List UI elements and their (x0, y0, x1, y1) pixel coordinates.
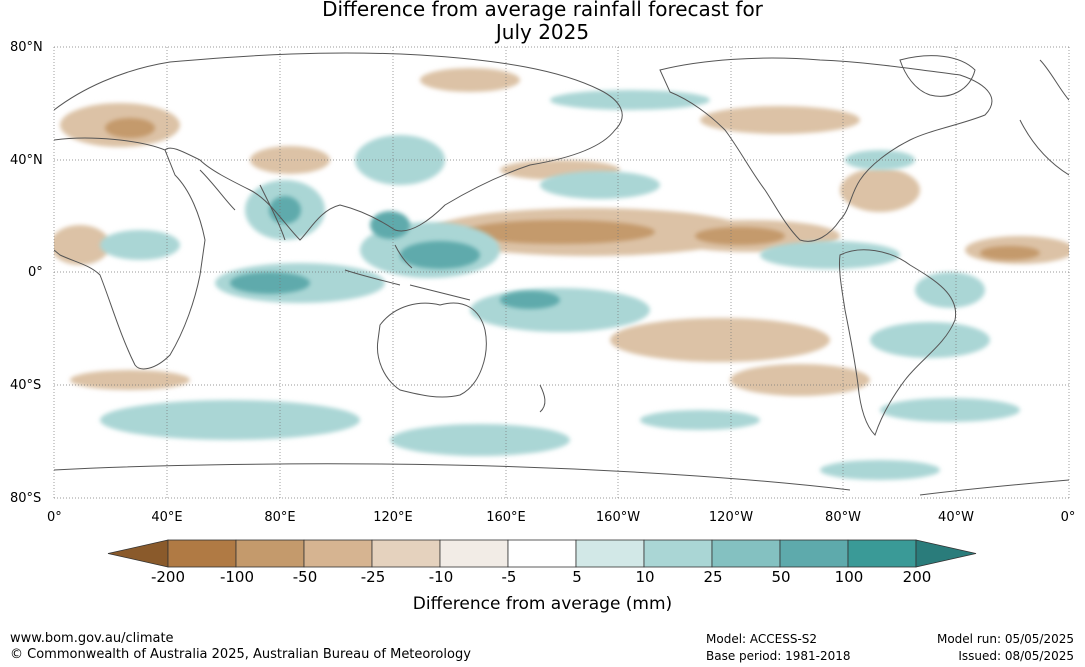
legend-swatch (575, 539, 645, 568)
legend-swatch (167, 539, 237, 568)
lat-label-40n: 40°N (10, 153, 43, 168)
map-graticule (53, 46, 1070, 499)
lat-label-80n: 80°N (10, 40, 43, 55)
anomaly-fields (54, 68, 1069, 480)
legend-tick: 100 (834, 568, 864, 586)
legend-tick: 200 (902, 568, 932, 586)
legend-tick: -5 (501, 568, 517, 586)
legend-arrow-high (915, 539, 977, 568)
lon-label-0-left: 0° (47, 510, 62, 525)
model-run-date: Model run: 05/05/2025 (936, 632, 1074, 646)
legend-tick: -200 (150, 568, 186, 586)
map-title-line1: Difference from average rainfall forecas… (322, 0, 763, 21)
lon-label-40w: 40°W (938, 510, 974, 525)
legend-arrow-low (107, 539, 169, 568)
legend-tick: 5 (572, 568, 582, 586)
base-period: Base period: 1981-2018 (706, 649, 851, 663)
map-title-line2: July 2025 (495, 20, 590, 44)
legend-tick: -10 (428, 568, 454, 586)
legend-swatch (847, 539, 917, 568)
website-link[interactable]: www.bom.gov.au/climate (10, 631, 174, 646)
lat-label-0: 0° (28, 265, 43, 280)
legend-swatch (711, 539, 781, 568)
lon-label-120w: 120°W (708, 510, 754, 525)
legend-tick: -25 (360, 568, 386, 586)
legend-swatch (303, 539, 373, 568)
legend-swatch (507, 539, 577, 568)
legend-swatch (779, 539, 849, 568)
lon-label-40e: 40°E (151, 510, 183, 525)
legend-tick: -50 (292, 568, 318, 586)
issued-date: Issued: 08/05/2025 (958, 649, 1074, 663)
lon-label-160w: 160°W (595, 510, 641, 525)
legend-units-label: Difference from average (mm) (412, 594, 673, 614)
legend-tick: 25 (703, 568, 723, 586)
lon-label-80w: 80°W (825, 510, 861, 525)
lon-label-120e: 120°E (373, 510, 413, 525)
lon-label-0-right: 0° (1060, 510, 1076, 525)
legend-tick: 10 (635, 568, 655, 586)
coastlines (54, 52, 1069, 496)
legend-tick: -100 (219, 568, 255, 586)
legend-swatch (643, 539, 713, 568)
legend-swatch (235, 539, 305, 568)
lon-label-80e: 80°E (264, 510, 296, 525)
model-name: Model: ACCESS-S2 (706, 632, 818, 646)
legend-swatch (439, 539, 509, 568)
lat-label-80s: 80°S (10, 491, 42, 506)
copyright-text: © Commonwealth of Australia 2025, Austra… (10, 647, 471, 662)
legend-tick: 50 (771, 568, 791, 586)
lat-label-40s: 40°S (10, 378, 42, 393)
legend-swatch (371, 539, 441, 568)
lon-label-160e: 160°E (486, 510, 526, 525)
